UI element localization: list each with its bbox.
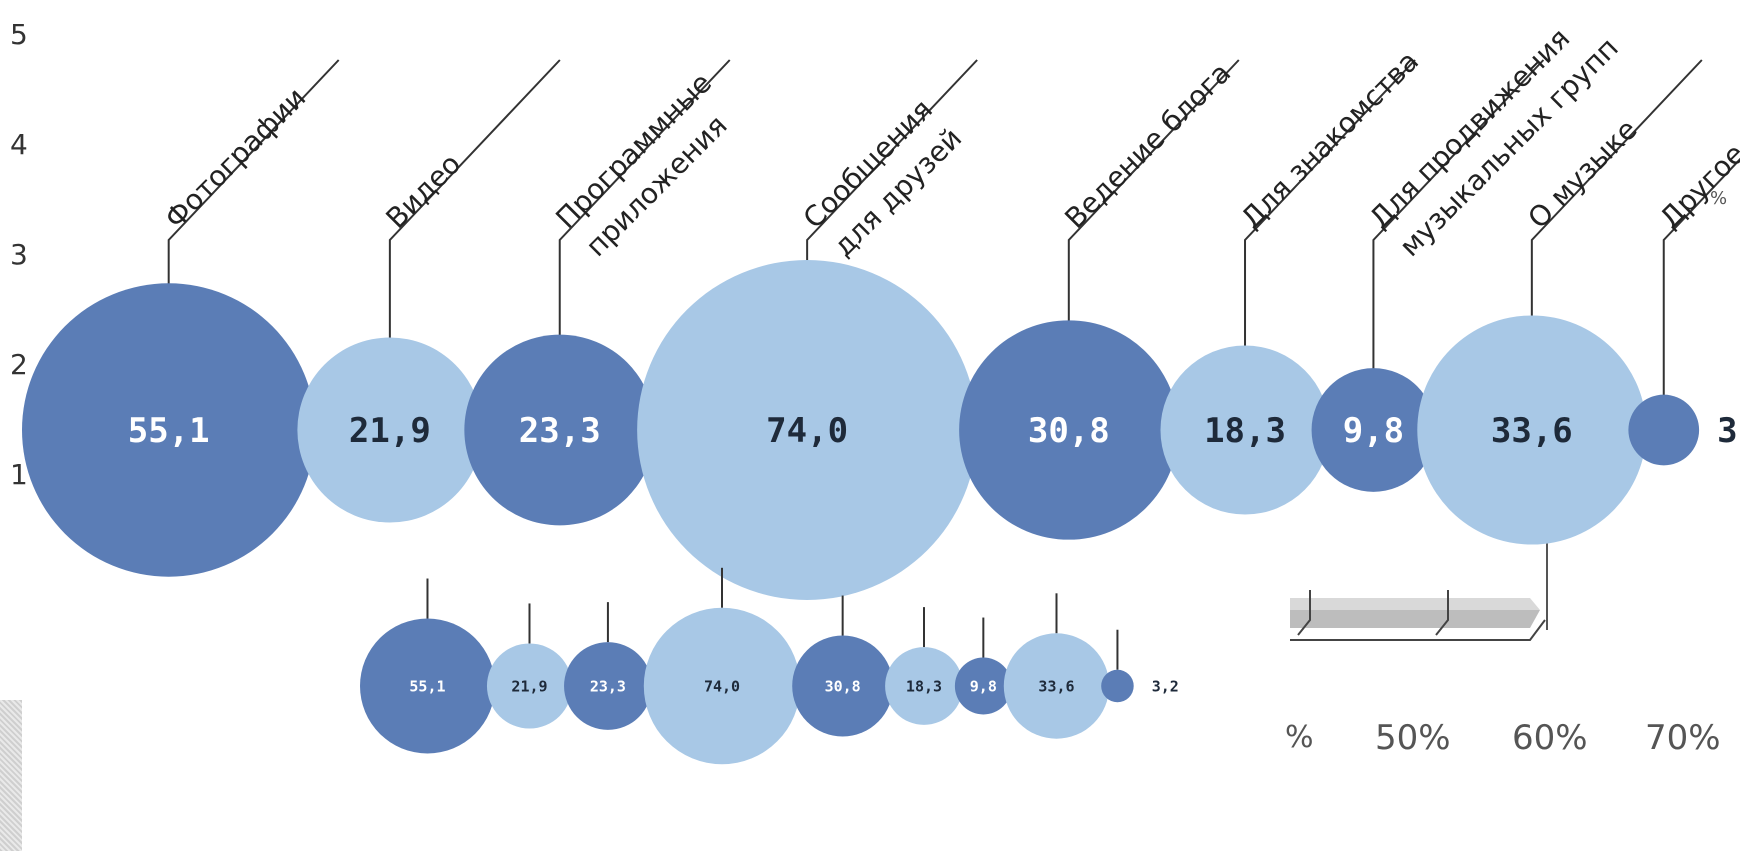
bubble	[360, 618, 495, 754]
bubble-row-main: Фотографии55,1Видео21,9Программныеприлож…	[22, 22, 1740, 600]
bg-floor-top	[1290, 598, 1540, 610]
value-label: 33,6	[1038, 677, 1074, 695]
bubble	[486, 643, 573, 729]
bubble	[637, 260, 978, 600]
bubble	[1003, 633, 1110, 739]
bg-gridline-60	[1435, 590, 1449, 636]
bg-x-axis	[1290, 619, 1546, 641]
leader-line	[1244, 59, 1416, 371]
value-label: 55,1	[128, 411, 210, 451]
bg-floor-face	[1290, 610, 1540, 628]
leader-line	[1067, 59, 1240, 354]
value-label: 18,3	[1204, 411, 1286, 451]
value-label: 9,8	[970, 677, 997, 695]
y-tick-label: 5	[10, 18, 28, 51]
x-tick-label: 50%	[1375, 718, 1451, 758]
value-label: 30,8	[1028, 411, 1110, 451]
category-label: Ведение блога	[1058, 56, 1237, 235]
value-label: 3,2	[1717, 411, 1740, 451]
bubble	[1160, 345, 1330, 515]
category-label: Видео	[379, 147, 467, 235]
bubble	[464, 334, 656, 526]
scan-artifact-strip	[0, 700, 22, 851]
bubble	[22, 283, 316, 577]
value-label: 23,3	[590, 677, 626, 695]
leader-line	[1372, 59, 1545, 387]
value-label: 21,9	[349, 411, 431, 451]
x-tick-label: %	[1285, 720, 1314, 755]
value-label: 74,0	[766, 411, 848, 451]
value-label: 23,3	[519, 411, 601, 451]
value-label: 9,8	[1343, 411, 1404, 451]
x-tick-label: 70%	[1645, 718, 1721, 758]
bubble	[959, 320, 1179, 540]
bubble	[564, 642, 652, 730]
y-tick-label: 4	[10, 128, 28, 161]
value-label: 21,9	[511, 677, 547, 695]
y-tick-label: 1	[10, 458, 28, 491]
leader-line	[1530, 59, 1703, 350]
leader-line	[558, 59, 731, 364]
bubble	[885, 647, 963, 725]
bubble	[1417, 315, 1647, 545]
bubble	[792, 635, 894, 737]
bubble	[643, 607, 801, 765]
bubble	[1311, 368, 1436, 492]
bg-gridline-50	[1297, 590, 1311, 636]
bubble	[1101, 669, 1134, 703]
value-label: 33,6	[1491, 411, 1573, 451]
category-label: Фотографии	[158, 81, 312, 235]
value-label: 18,3	[906, 677, 942, 695]
y-tick-label: 2	[10, 348, 28, 381]
value-label: 74,0	[704, 677, 740, 695]
leader-line	[388, 59, 561, 366]
bubble	[1628, 394, 1700, 466]
bubble	[954, 657, 1012, 715]
bubble-row-small: 55,1 21,9 23,3 74,0 30,8 18,3 9,8 33,6 3,2	[360, 567, 1179, 765]
leader-line	[1662, 157, 1740, 406]
value-label: 30,8	[825, 677, 861, 695]
category-label: Другое	[1653, 137, 1740, 235]
x-tick-label: 60%	[1512, 718, 1588, 758]
y-tick-label: 3	[10, 238, 28, 271]
value-label: 3,2	[1152, 677, 1179, 695]
value-label: 55,1	[409, 677, 445, 695]
side-tick-label: %	[1710, 188, 1728, 209]
bubble	[297, 337, 483, 523]
